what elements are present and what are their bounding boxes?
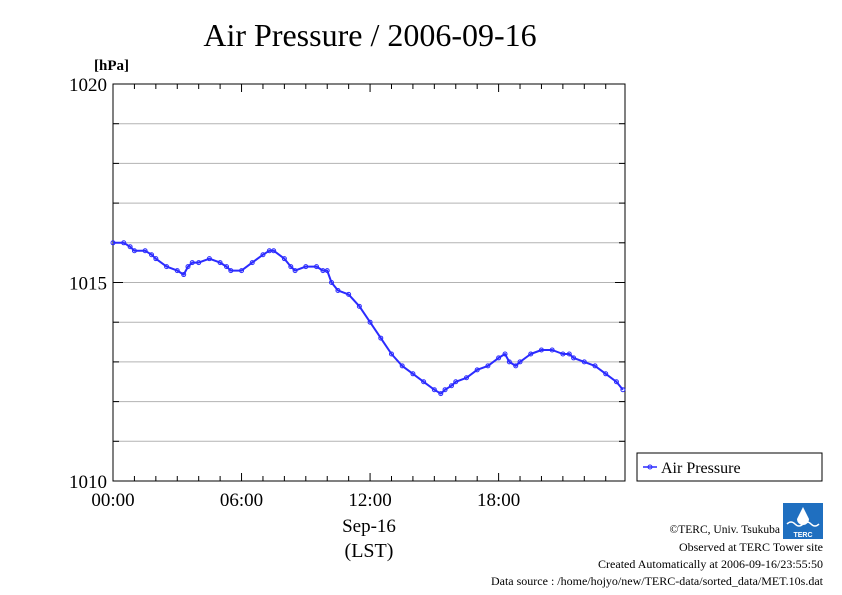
data-point bbox=[260, 252, 266, 258]
y-tick-label: 1010 bbox=[69, 472, 107, 493]
data-point bbox=[142, 248, 148, 254]
data-point bbox=[174, 268, 180, 274]
data-point bbox=[185, 264, 191, 270]
data-point bbox=[502, 351, 508, 357]
data-point bbox=[356, 303, 362, 309]
data-point bbox=[566, 351, 572, 357]
data-point bbox=[335, 287, 341, 293]
data-point bbox=[603, 371, 609, 377]
data-point bbox=[303, 264, 309, 270]
data-point bbox=[249, 260, 255, 266]
series-layer bbox=[110, 240, 626, 397]
data-point bbox=[613, 379, 619, 385]
data-point bbox=[196, 260, 202, 266]
data-point bbox=[442, 387, 448, 393]
data-point bbox=[281, 256, 287, 262]
data-point bbox=[367, 319, 373, 325]
data-point bbox=[324, 268, 330, 274]
data-point bbox=[549, 347, 555, 353]
data-point bbox=[110, 240, 116, 246]
terc-logo: TERC bbox=[783, 503, 823, 539]
logo-text: TERC bbox=[793, 532, 812, 539]
data-point bbox=[131, 248, 137, 254]
credit-source: Data source : /home/hojyo/new/TERC-data/… bbox=[491, 574, 824, 588]
y-axis-unit-label: [hPa] bbox=[94, 58, 129, 74]
legend-label: Air Pressure bbox=[661, 460, 741, 477]
data-point bbox=[592, 363, 598, 369]
chart-title: Air Pressure / 2006-09-16 bbox=[203, 17, 536, 53]
data-point bbox=[431, 387, 437, 393]
x-tick-label: 12:00 bbox=[348, 490, 391, 511]
credit-created: Created Automatically at 2006-09-16/23:5… bbox=[598, 557, 823, 571]
data-point bbox=[410, 371, 416, 377]
legend-box bbox=[636, 452, 823, 482]
grid-lines bbox=[113, 123, 625, 442]
data-point bbox=[438, 391, 444, 397]
data-point bbox=[164, 264, 170, 270]
x-tick-label: 18:00 bbox=[477, 490, 520, 511]
data-point bbox=[388, 351, 394, 357]
data-point bbox=[314, 264, 320, 270]
credit-observed: Observed at TERC Tower site bbox=[679, 540, 823, 554]
data-point bbox=[329, 280, 335, 285]
data-point bbox=[292, 268, 298, 274]
y-axis: 1010 1015 1020 bbox=[69, 75, 625, 493]
data-point bbox=[513, 363, 519, 369]
data-point bbox=[181, 272, 187, 278]
data-point bbox=[448, 383, 454, 389]
data-point bbox=[463, 375, 469, 381]
x-axis-timezone-label: (LST) bbox=[345, 540, 394, 562]
y-tick-label: 1020 bbox=[69, 75, 107, 96]
data-point bbox=[288, 264, 294, 270]
legend: Air Pressure bbox=[636, 452, 823, 482]
data-point bbox=[224, 264, 230, 270]
data-point bbox=[560, 351, 566, 357]
data-point bbox=[506, 359, 512, 365]
data-point bbox=[189, 260, 195, 266]
data-point bbox=[153, 256, 159, 262]
data-point bbox=[581, 359, 587, 365]
data-point bbox=[517, 359, 523, 365]
data-point bbox=[620, 387, 626, 393]
x-tick-label: 06:00 bbox=[220, 490, 263, 511]
data-point bbox=[528, 351, 534, 357]
data-point bbox=[421, 379, 427, 385]
data-point bbox=[228, 268, 234, 274]
credits: ©TERC, Univ. Tsukuba Observed at TERC To… bbox=[491, 524, 824, 588]
data-point bbox=[538, 347, 544, 353]
data-point bbox=[571, 355, 577, 361]
data-point bbox=[346, 291, 352, 297]
credit-copyright: ©TERC, Univ. Tsukuba bbox=[670, 524, 780, 536]
data-point bbox=[217, 260, 223, 266]
data-point bbox=[399, 363, 405, 369]
data-point bbox=[485, 363, 491, 369]
data-point bbox=[149, 252, 155, 258]
data-point bbox=[453, 379, 459, 385]
data-point bbox=[271, 248, 277, 254]
data-point bbox=[496, 355, 502, 361]
data-point bbox=[239, 268, 245, 274]
legend-marker bbox=[647, 464, 653, 470]
x-axis: 00:00 06:00 12:00 18:00 bbox=[91, 84, 607, 511]
x-axis-date-label: Sep-16 bbox=[342, 516, 396, 537]
data-point bbox=[378, 335, 384, 341]
data-point bbox=[474, 367, 480, 373]
x-tick-label: 00:00 bbox=[91, 490, 134, 511]
data-point bbox=[127, 244, 133, 250]
data-point bbox=[206, 256, 212, 262]
data-point bbox=[121, 240, 127, 246]
y-tick-label: 1015 bbox=[69, 274, 107, 295]
